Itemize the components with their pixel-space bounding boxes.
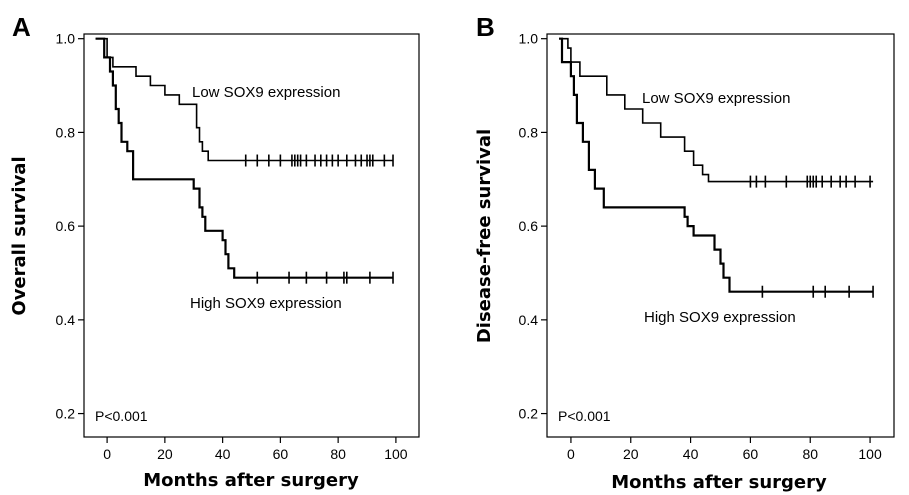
x-tick-label: 0 xyxy=(103,446,111,462)
y-tick-label: 0.4 xyxy=(56,312,76,328)
y-tick-label: 0.6 xyxy=(56,218,76,234)
panel-a-low-label: Low SOX9 expression xyxy=(192,84,340,101)
panel-a-letter: A xyxy=(12,12,31,42)
y-tick-label: 0.8 xyxy=(519,124,539,140)
x-tick-label: 100 xyxy=(384,446,408,462)
y-tick-label: 0.2 xyxy=(56,406,76,422)
panel-b-x-ticks: 0 20 40 60 80 100 xyxy=(567,437,882,462)
panel-b-p-value: P<0.001 xyxy=(558,408,611,424)
panel-b: B 0 20 40 60 80 100 0.2 0.4 0.6 0.8 1.0 Low SOX9 … xyxy=(474,12,895,493)
y-tick-label: 0.8 xyxy=(56,124,76,140)
panel-a-series xyxy=(95,37,394,284)
low-sox9-curve xyxy=(559,37,874,183)
x-tick-label: 20 xyxy=(157,446,173,462)
panel-a-x-axis-label: Months after surgery xyxy=(143,470,359,491)
x-tick-label: 100 xyxy=(858,446,882,462)
low-sox9-curve xyxy=(95,37,393,162)
x-tick-label: 80 xyxy=(330,446,346,462)
y-tick-label: 0.2 xyxy=(519,406,539,422)
panel-b-y-axis-label: Disease-free survival xyxy=(474,129,495,343)
x-tick-label: 20 xyxy=(623,446,639,462)
panel-a-high-label: High SOX9 expression xyxy=(190,295,342,312)
panel-a: A 0 20 40 60 80 100 0.2 0.4 0.6 0.8 1.0 Low SOX9 … xyxy=(9,12,420,491)
x-tick-label: 60 xyxy=(273,446,289,462)
panel-b-series xyxy=(559,37,874,298)
panel-b-high-label: High SOX9 expression xyxy=(644,309,796,326)
panel-a-y-ticks: 0.2 0.4 0.6 0.8 1.0 xyxy=(56,31,84,422)
x-tick-label: 40 xyxy=(683,446,699,462)
panel-b-frame xyxy=(546,33,895,438)
panel-a-x-ticks: 0 20 40 60 80 100 xyxy=(103,437,408,462)
panel-a-p-value: P<0.001 xyxy=(95,408,148,424)
panel-a-frame xyxy=(83,33,420,438)
y-tick-label: 0.4 xyxy=(519,312,539,328)
y-tick-label: 0.6 xyxy=(519,218,539,234)
panel-b-letter: B xyxy=(476,12,495,42)
high-sox9-curve xyxy=(95,37,393,279)
panel-b-x-axis-label: Months after surgery xyxy=(611,472,827,493)
x-tick-label: 80 xyxy=(802,446,818,462)
x-tick-label: 0 xyxy=(567,446,575,462)
x-tick-label: 40 xyxy=(215,446,231,462)
y-tick-label: 1.0 xyxy=(56,31,76,47)
x-tick-label: 60 xyxy=(743,446,759,462)
panel-b-low-label: Low SOX9 expression xyxy=(642,90,790,107)
y-tick-label: 1.0 xyxy=(519,31,539,47)
panel-a-y-axis-label: Overall survival xyxy=(9,156,30,315)
high-sox9-curve xyxy=(559,37,874,293)
panel-b-y-ticks: 0.2 0.4 0.6 0.8 1.0 xyxy=(519,31,547,422)
